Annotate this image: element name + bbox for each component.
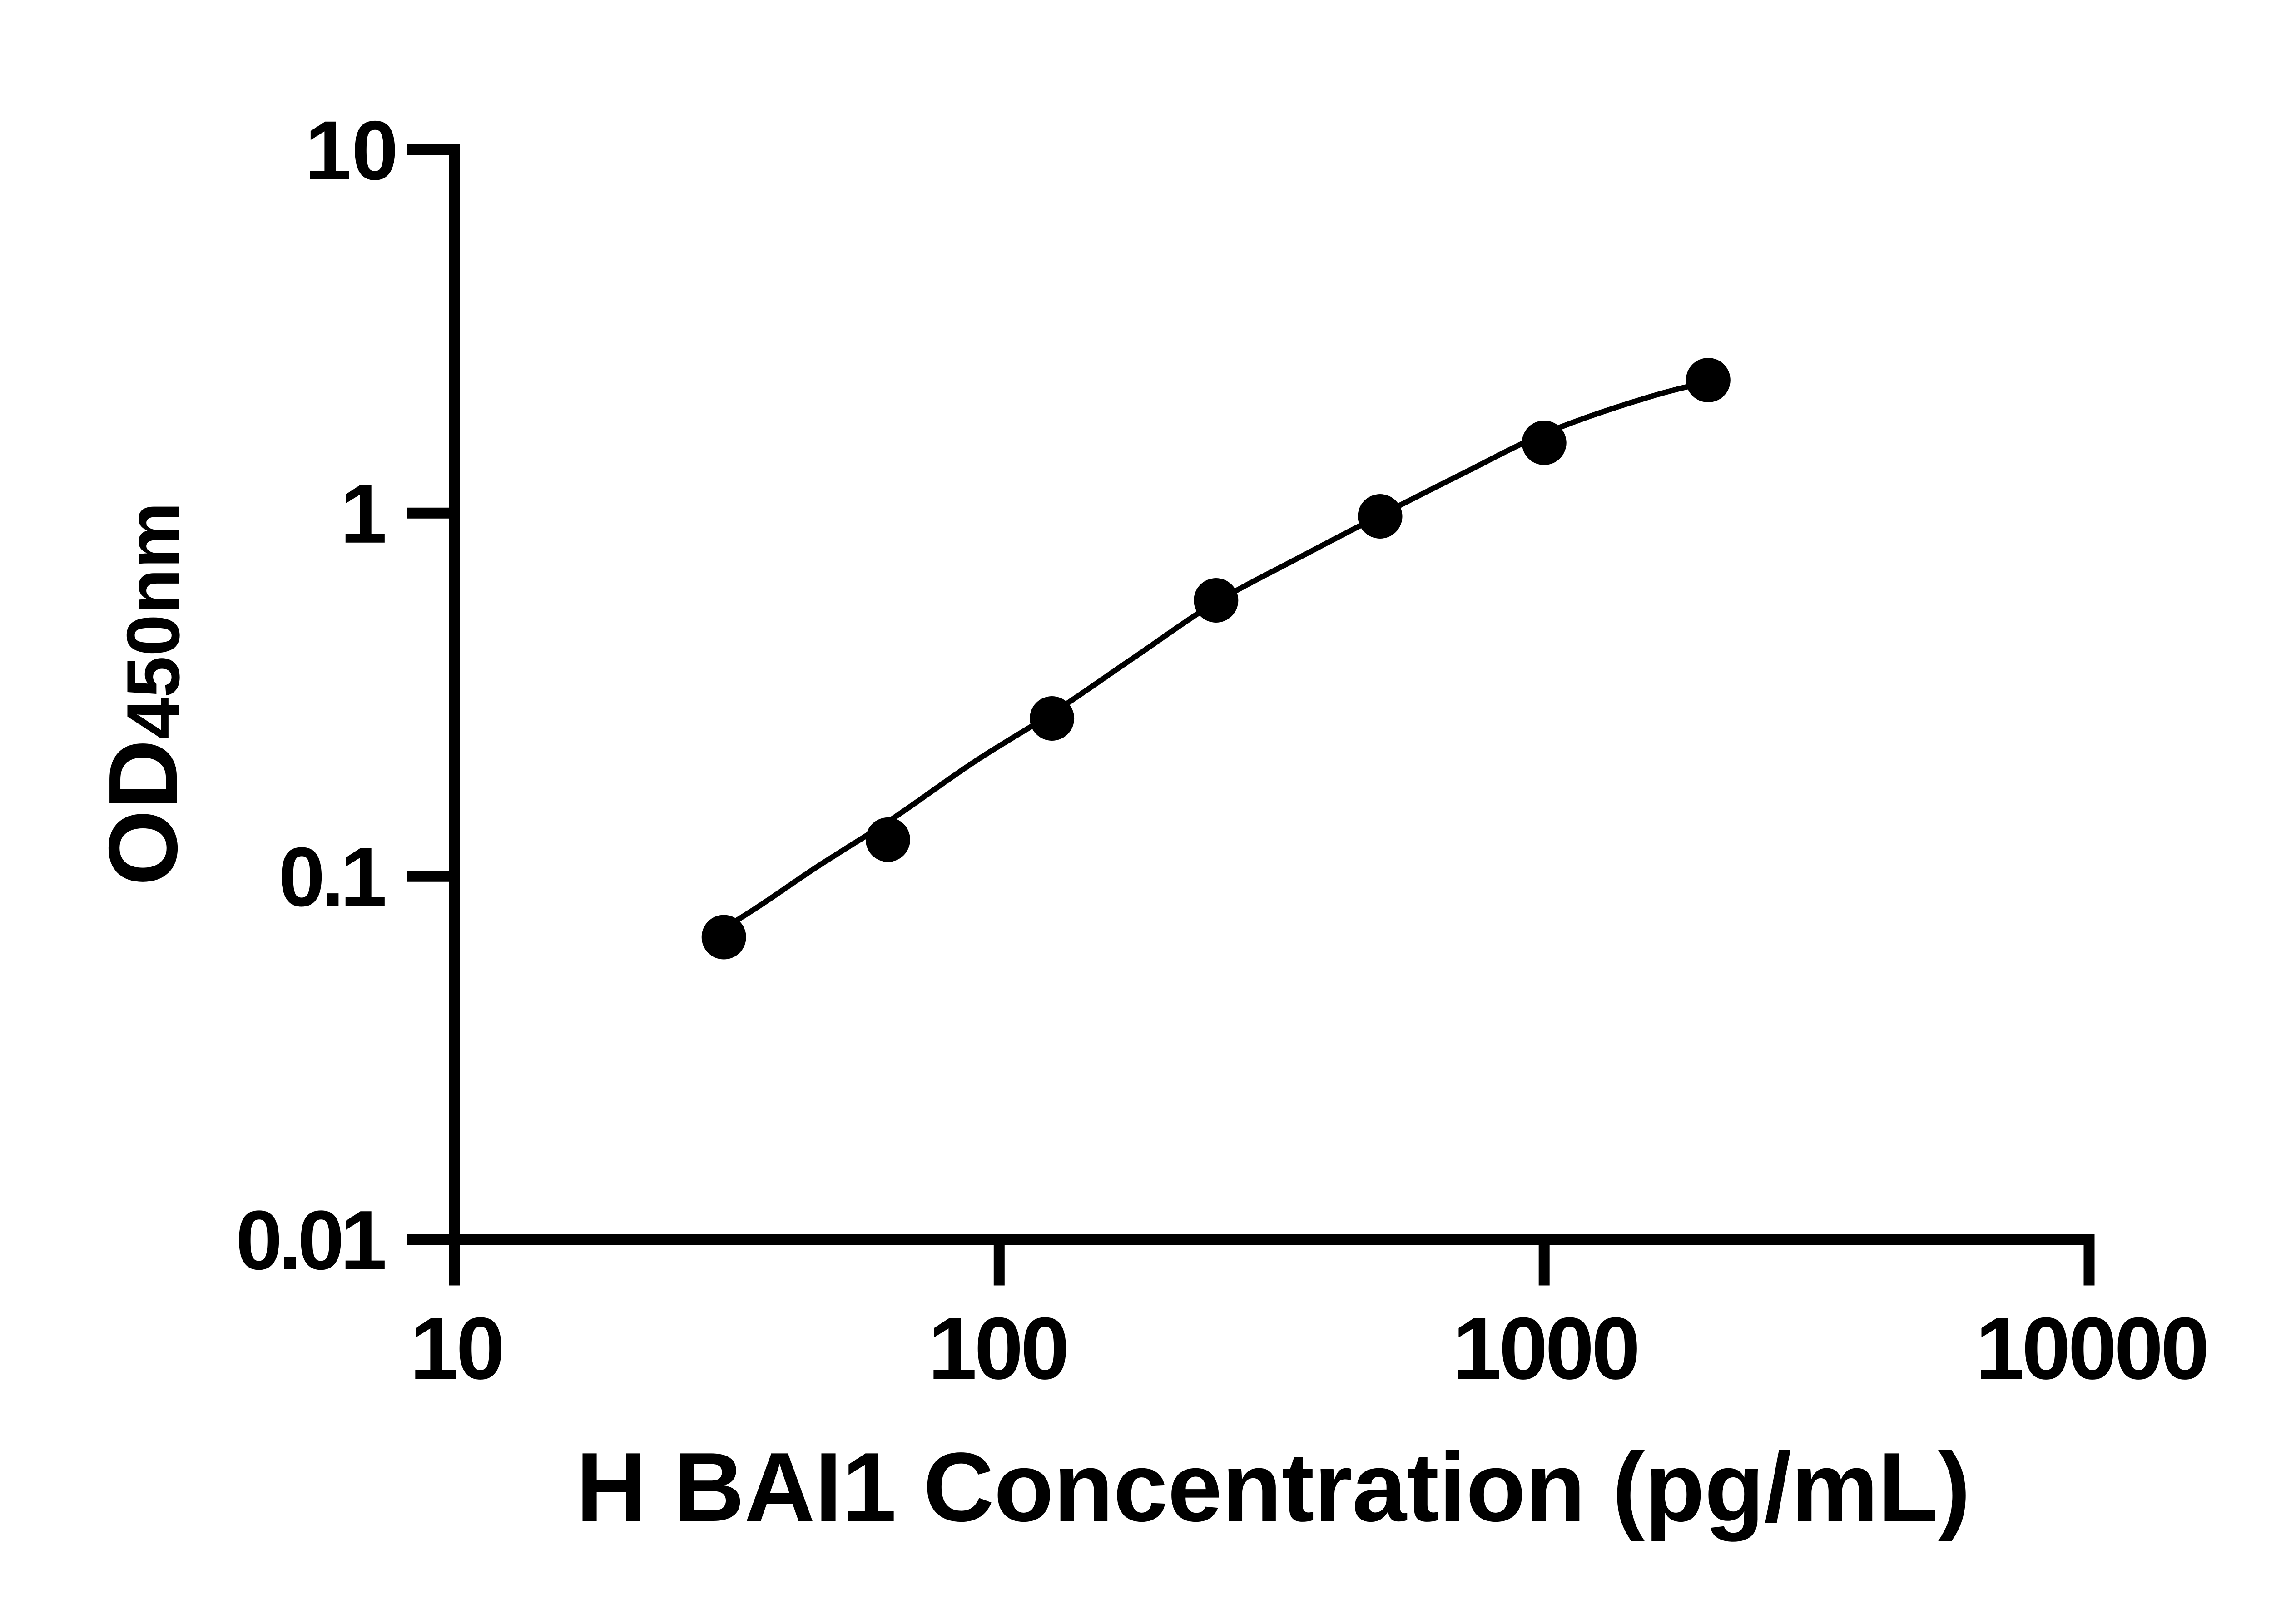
svg-text:100: 100	[928, 1299, 1067, 1398]
svg-text:H BAI1 Concentration (pg/mL): H BAI1 Concentration (pg/mL)	[576, 1432, 1970, 1542]
svg-text:10: 10	[305, 104, 398, 198]
svg-text:1: 1	[340, 467, 387, 561]
svg-text:0.1: 0.1	[278, 831, 385, 924]
svg-text:10000: 10000	[1975, 1299, 2207, 1398]
svg-text:1000: 1000	[1453, 1299, 1638, 1398]
svg-text:0.01: 0.01	[236, 1194, 385, 1287]
svg-text:10: 10	[410, 1299, 502, 1398]
